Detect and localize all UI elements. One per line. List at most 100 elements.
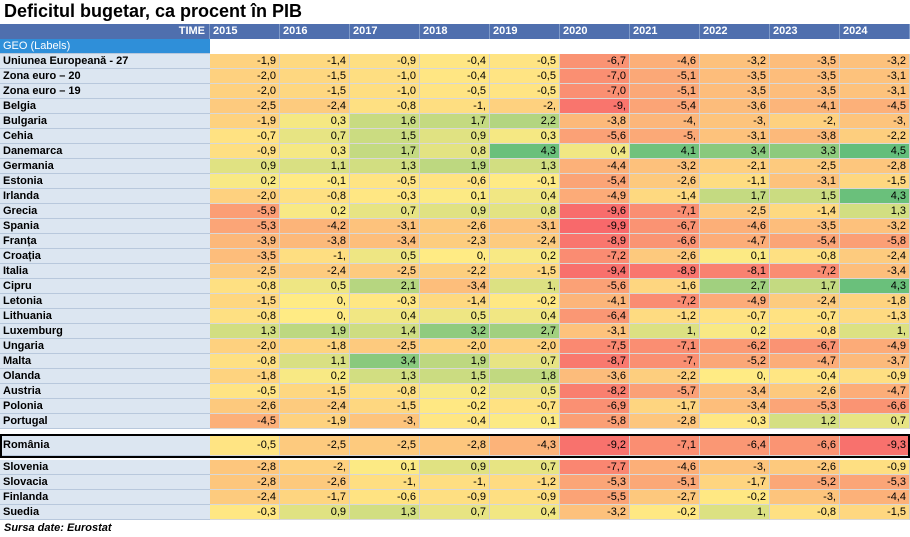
value-cell: -2,0 xyxy=(210,189,280,204)
value-cell: -6,7 xyxy=(630,219,700,234)
value-cell: -5,3 xyxy=(770,399,840,414)
geo-labels-header: GEO (Labels) xyxy=(0,39,210,54)
value-cell: -3,1 xyxy=(560,324,630,339)
value-cell: -2,8 xyxy=(210,460,280,475)
value-cell: -3,5 xyxy=(770,84,840,99)
value-cell: 4,3 xyxy=(840,189,910,204)
value-cell: -5,2 xyxy=(770,475,840,490)
value-cell: -9,4 xyxy=(560,264,630,279)
value-cell: -5, xyxy=(630,129,700,144)
year-header: 2019 xyxy=(490,24,560,39)
value-cell: -2,0 xyxy=(420,339,490,354)
value-cell: -3,6 xyxy=(700,99,770,114)
value-cell: -2, xyxy=(490,99,560,114)
value-cell: -1,9 xyxy=(280,414,350,429)
value-cell: -6,7 xyxy=(770,339,840,354)
value-cell: -0,9 xyxy=(840,460,910,475)
value-cell: 0, xyxy=(280,309,350,324)
value-cell: -1,9 xyxy=(210,54,280,69)
value-cell: -5,4 xyxy=(630,99,700,114)
country-label: Finlanda xyxy=(0,490,210,505)
value-cell: -2,7 xyxy=(630,490,700,505)
value-cell: 0,7 xyxy=(490,460,560,475)
value-cell: -1,4 xyxy=(770,204,840,219)
value-cell: -8,9 xyxy=(630,264,700,279)
blank-cell xyxy=(210,39,280,54)
blank-cell xyxy=(700,39,770,54)
value-cell: 1,5 xyxy=(420,369,490,384)
value-cell: -2,5 xyxy=(210,99,280,114)
value-cell: -2,5 xyxy=(210,264,280,279)
value-cell: -2,6 xyxy=(770,384,840,399)
value-cell: -6,6 xyxy=(840,399,910,414)
value-cell: -0,4 xyxy=(420,414,490,429)
value-cell: -9,6 xyxy=(560,204,630,219)
value-cell: -4,7 xyxy=(840,384,910,399)
value-cell: -2, xyxy=(770,114,840,129)
value-cell: -3,1 xyxy=(770,174,840,189)
value-cell: -3,4 xyxy=(840,264,910,279)
value-cell: -0,8 xyxy=(210,309,280,324)
value-cell: 1,5 xyxy=(350,129,420,144)
value-cell: -0,8 xyxy=(210,354,280,369)
country-label: Danemarca xyxy=(0,144,210,159)
value-cell: -2,4 xyxy=(840,249,910,264)
value-cell: 0,8 xyxy=(490,204,560,219)
value-cell: -2, xyxy=(280,460,350,475)
value-cell: -5,1 xyxy=(630,475,700,490)
value-cell: -2,2 xyxy=(420,264,490,279)
country-label: Austria xyxy=(0,384,210,399)
value-cell: 0,3 xyxy=(280,114,350,129)
value-cell: -5,1 xyxy=(630,69,700,84)
value-cell: 2,7 xyxy=(490,324,560,339)
value-cell: -0,1 xyxy=(490,174,560,189)
value-cell: -6,4 xyxy=(700,436,770,456)
country-label: Uniunea Europeană - 27 xyxy=(0,54,210,69)
value-cell: 1,5 xyxy=(770,189,840,204)
blank-cell xyxy=(840,39,910,54)
value-cell: 1,7 xyxy=(350,144,420,159)
value-cell: -0,9 xyxy=(420,490,490,505)
value-cell: -0,7 xyxy=(770,309,840,324)
value-cell: -1,1 xyxy=(700,174,770,189)
country-label: Slovenia xyxy=(0,460,210,475)
value-cell: -7,7 xyxy=(560,460,630,475)
value-cell: 1,3 xyxy=(840,204,910,219)
value-cell: -2,5 xyxy=(350,339,420,354)
value-cell: 0,1 xyxy=(350,460,420,475)
country-label: Croația xyxy=(0,249,210,264)
blank-cell xyxy=(560,39,630,54)
value-cell: 0,2 xyxy=(700,324,770,339)
value-cell: -8,1 xyxy=(700,264,770,279)
value-cell: 1,3 xyxy=(350,159,420,174)
value-cell: -0,5 xyxy=(490,69,560,84)
value-cell: -3,5 xyxy=(770,54,840,69)
value-cell: 1,6 xyxy=(350,114,420,129)
value-cell: -1,5 xyxy=(350,399,420,414)
value-cell: -0,9 xyxy=(210,144,280,159)
value-cell: -3,4 xyxy=(700,384,770,399)
value-cell: -2,0 xyxy=(210,69,280,84)
value-cell: -3,2 xyxy=(840,54,910,69)
value-cell: -2,5 xyxy=(700,204,770,219)
value-cell: -3,9 xyxy=(210,234,280,249)
value-cell: -1,5 xyxy=(280,69,350,84)
country-label: Polonia xyxy=(0,399,210,414)
value-cell: 0,5 xyxy=(280,279,350,294)
value-cell: -1, xyxy=(280,249,350,264)
country-label: Italia xyxy=(0,264,210,279)
value-cell: 0,4 xyxy=(490,309,560,324)
value-cell: -0,3 xyxy=(350,189,420,204)
value-cell: -2,4 xyxy=(770,294,840,309)
value-cell: -0,3 xyxy=(210,505,280,520)
value-cell: 0,3 xyxy=(280,144,350,159)
country-label: Germania xyxy=(0,159,210,174)
country-label: Grecia xyxy=(0,204,210,219)
value-cell: -1,4 xyxy=(630,189,700,204)
value-cell: -2,4 xyxy=(280,399,350,414)
year-header: 2018 xyxy=(420,24,490,39)
value-cell: 2,2 xyxy=(490,114,560,129)
value-cell: -1,2 xyxy=(630,309,700,324)
